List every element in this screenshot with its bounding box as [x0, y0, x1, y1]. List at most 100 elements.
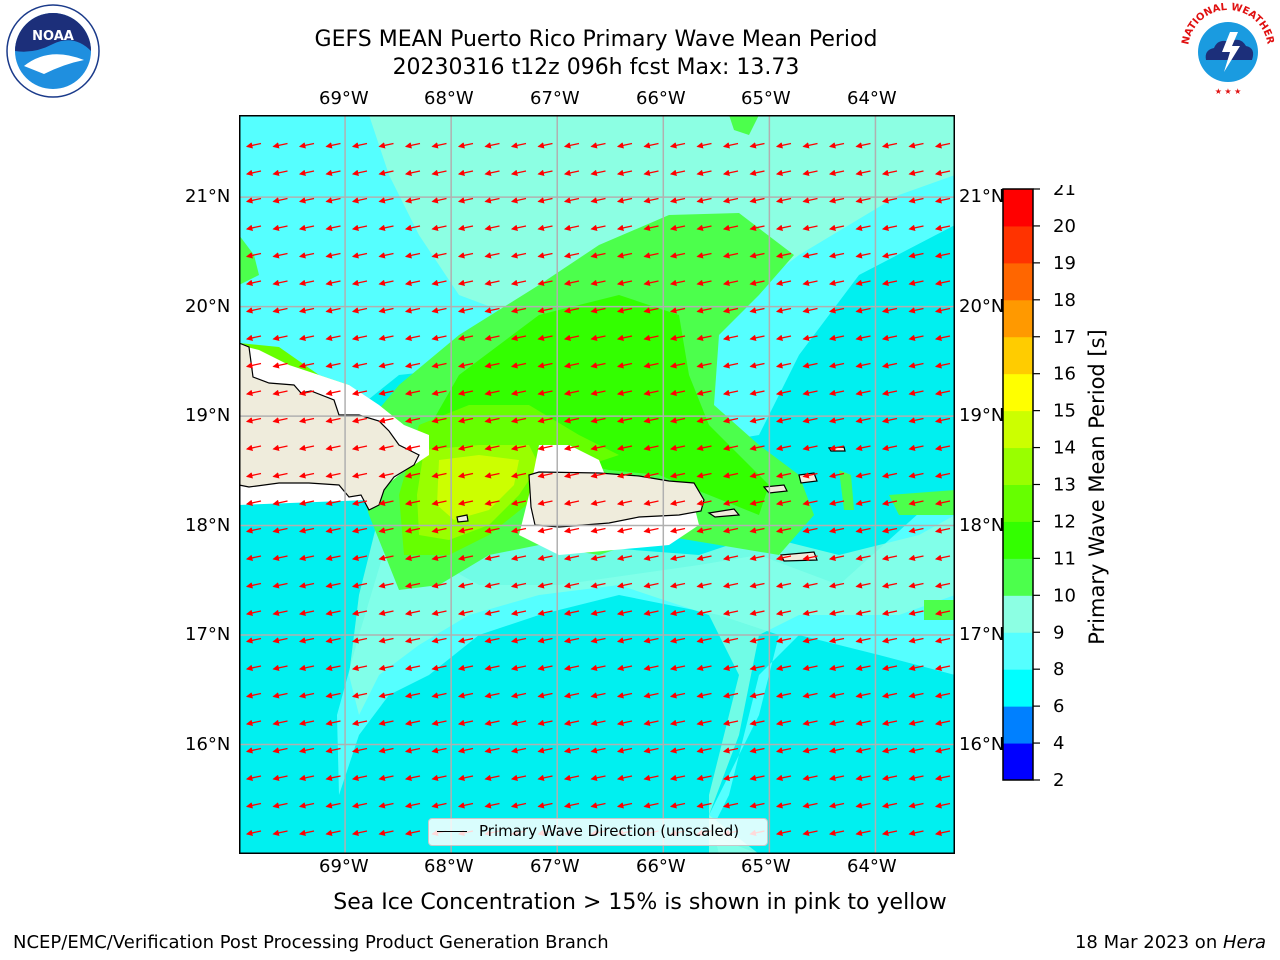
- wave-vector: [722, 499, 739, 507]
- wave-vector: [828, 197, 845, 204]
- wave-vector: [696, 637, 712, 644]
- wave-vector: [775, 802, 792, 809]
- wave-vector: [669, 224, 686, 232]
- wave-vector: [722, 279, 739, 287]
- wave-vector: [881, 499, 898, 507]
- wave-vector: [245, 829, 262, 837]
- wave-vector: [510, 499, 527, 507]
- wave-vector: [775, 444, 792, 452]
- wave-vector: [802, 417, 818, 424]
- wave-vector: [457, 719, 474, 727]
- wave-vector: [537, 637, 553, 644]
- wave-vector: [245, 307, 262, 314]
- wave-vector: [855, 829, 871, 837]
- wave-vector: [696, 719, 712, 727]
- wave-vector: [802, 774, 818, 782]
- wave-vector: [669, 169, 686, 177]
- wave-vector: [484, 582, 500, 589]
- wave-vector: [404, 719, 421, 727]
- wave-vector: [272, 279, 288, 287]
- wave-vector: [378, 747, 394, 754]
- wave-vector: [722, 527, 739, 534]
- wave-vector: [643, 472, 659, 479]
- wave-vector: [245, 389, 262, 397]
- bottom-lon-tick-64w: 64°W: [847, 856, 897, 877]
- wave-vector: [802, 609, 818, 617]
- wave-vector: [563, 142, 580, 149]
- period-band-10-ne: [729, 115, 759, 135]
- wave-vector: [457, 692, 474, 699]
- colorbar-tick-label: 2: [1053, 770, 1064, 790]
- wave-vector: [669, 307, 686, 314]
- wave-vector: [537, 664, 553, 672]
- wave-vector: [616, 472, 633, 479]
- wave-vector: [828, 307, 845, 314]
- wave-vector: [643, 719, 659, 727]
- wave-vector: [802, 169, 818, 177]
- wave-vector: [722, 334, 739, 342]
- wave-vector: [510, 169, 527, 177]
- wave-vector: [351, 169, 368, 177]
- wave-vector: [669, 802, 686, 809]
- wave-vector: [669, 252, 686, 259]
- wave-vector: [537, 747, 553, 754]
- wave-vector: [934, 389, 951, 397]
- noaa-logo: NOAA: [6, 4, 100, 98]
- wave-vector: [775, 527, 792, 534]
- wave-vector: [351, 527, 368, 534]
- wave-vector: [484, 747, 500, 754]
- wave-vector: [855, 197, 871, 204]
- wave-vector: [563, 472, 580, 479]
- wave-vector: [298, 609, 315, 617]
- wave-vector: [934, 829, 951, 837]
- wave-vector: [855, 499, 871, 507]
- wave-vector: [749, 334, 765, 342]
- wave-vector: [404, 279, 421, 287]
- wave-vector: [828, 582, 845, 589]
- wave-vector: [272, 444, 288, 452]
- wave-vector: [828, 224, 845, 232]
- wave-vector: [272, 142, 288, 149]
- wave-vector: [325, 252, 341, 259]
- wave-vector: [616, 169, 633, 177]
- wave-vector: [934, 362, 951, 369]
- wave-vector: [881, 142, 898, 149]
- wave-vector: [245, 499, 262, 507]
- wave-vector: [908, 417, 924, 424]
- wave-vector: [404, 307, 421, 314]
- wave-vector: [378, 829, 394, 837]
- wave-vector: [828, 692, 845, 699]
- wave-vector: [643, 252, 659, 259]
- wave-vector: [272, 334, 288, 342]
- wave-vector: [828, 169, 845, 177]
- wave-vector: [298, 582, 315, 589]
- wave-vector: [696, 554, 712, 562]
- wave-vector: [510, 774, 527, 782]
- wave-vector: [431, 554, 447, 562]
- wave-vector: [404, 444, 421, 452]
- wave-vector: [484, 224, 500, 232]
- wave-vector: [457, 499, 474, 507]
- colorbar-tick-label: 17: [1053, 327, 1076, 348]
- wave-vector: [908, 142, 924, 149]
- wave-vector: [245, 362, 262, 369]
- right-lat-tick-17n: 17°N: [959, 624, 1005, 645]
- wave-vector: [272, 692, 288, 699]
- wave-vector: [298, 747, 315, 754]
- wave-vector: [749, 582, 765, 589]
- wave-vector: [616, 499, 633, 507]
- wave-vector: [325, 719, 341, 727]
- wave-vector: [643, 362, 659, 369]
- wave-vector: [669, 527, 686, 534]
- wave-vector: [669, 142, 686, 149]
- wave-vector: [881, 252, 898, 259]
- wave-vector: [484, 362, 500, 369]
- colorbar-band: [1003, 669, 1033, 707]
- wave-vector: [510, 664, 527, 672]
- wave-vector: [828, 527, 845, 534]
- wave-vector: [722, 664, 739, 672]
- wave-vector: [855, 609, 871, 617]
- wave-vector: [484, 169, 500, 177]
- wave-direction-vectors: [245, 142, 951, 837]
- wave-vector: [696, 362, 712, 369]
